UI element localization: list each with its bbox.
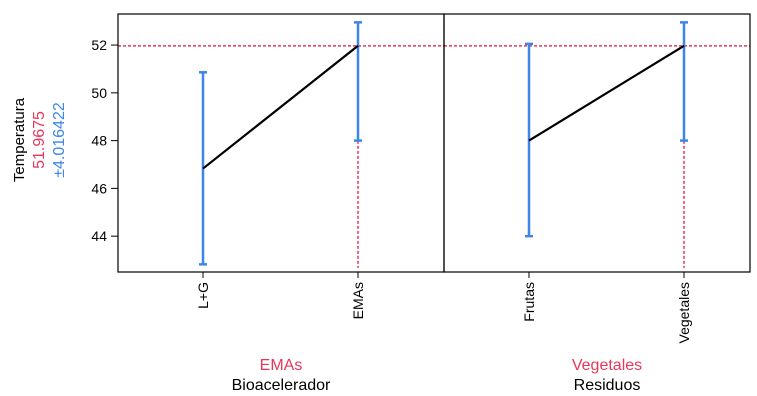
factor-2-name: Residuos xyxy=(573,377,641,394)
y-confidence-interval: ±4.016422 xyxy=(51,102,68,178)
factor-2-current-level[interactable]: Vegetales xyxy=(571,357,643,374)
y-current-value: 51.9675 xyxy=(31,111,48,169)
y-axis-title: Temperatura 51.9675 ±4.016422 xyxy=(0,0,80,270)
y-tick-label: 48 xyxy=(91,133,107,149)
panel-frame xyxy=(443,13,751,273)
x-tick-label: L+G xyxy=(195,282,211,309)
y-tick-label: 46 xyxy=(91,180,107,196)
plot-frames xyxy=(117,13,751,273)
y-tick-label: 50 xyxy=(91,85,107,101)
factor-2-label: Vegetales Residuos xyxy=(507,356,707,396)
panel-frame xyxy=(117,13,445,273)
profile-lines xyxy=(202,44,685,170)
factor-1-label: EMAs Bioacelerador xyxy=(181,356,381,396)
y-tick-label: 52 xyxy=(91,37,107,53)
y-tick-label: 44 xyxy=(91,228,107,244)
axis-ticks: 44 46 48 50 52 L+G EMAs Frutas Vegetales xyxy=(91,37,692,343)
y-axis-label: Temperatura xyxy=(11,97,28,183)
x-tick-label: EMAs xyxy=(350,282,366,319)
factor-1-current-level[interactable]: EMAs xyxy=(259,357,303,374)
x-tick-label: Frutas xyxy=(521,282,537,322)
factor-1-name: Bioacelerador xyxy=(231,377,331,394)
x-tick-label: Vegetales xyxy=(676,282,692,344)
reference-lines xyxy=(118,45,750,268)
profile-line xyxy=(202,44,359,170)
profile-line xyxy=(528,44,685,142)
